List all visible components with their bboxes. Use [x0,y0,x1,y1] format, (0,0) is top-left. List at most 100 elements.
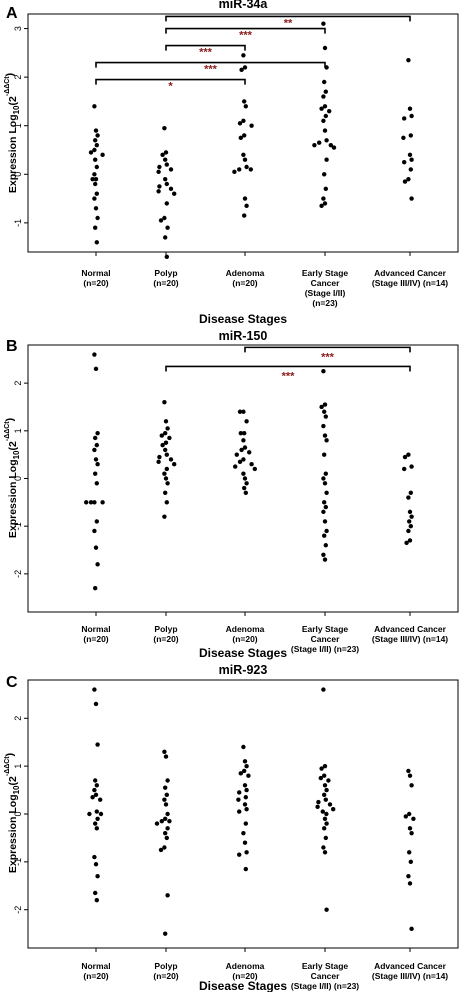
data-point [93,778,98,783]
data-point [407,881,413,886]
category-label: Cancer [311,634,341,644]
data-point [244,419,249,424]
data-point [243,821,248,826]
data-point [242,99,247,104]
data-point [163,440,169,445]
data-point [236,797,241,802]
data-point [322,792,327,798]
data-point [162,797,167,802]
y-axis-title-part: (2 [7,96,19,105]
data-point [90,795,95,800]
category-label: Polyp [154,268,177,278]
data-point [167,818,172,824]
data-point [321,423,326,429]
data-point [243,104,248,109]
data-point [232,169,237,175]
data-point [165,778,170,783]
data-point [247,450,252,455]
data-point [249,123,254,128]
data-point [92,196,97,201]
data-point [154,821,160,826]
category-label: (Stage III/IV) (n=14) [372,971,448,981]
data-point [165,811,170,817]
data-point [93,225,98,230]
data-point [160,152,165,158]
data-point [163,157,168,162]
data-point [157,164,162,170]
category-label: Early Stage [302,961,349,971]
chart-title: miR-923 [219,663,268,677]
y-axis-title: Expression Log10(2-ΔΔCt) [4,73,21,193]
significance-bracket [165,44,246,51]
data-point [165,826,170,831]
data-point [92,352,97,357]
data-point [164,835,169,841]
significance-label: *** [239,30,253,42]
data-point [162,845,167,850]
data-point [94,191,100,196]
data-point [165,225,170,230]
category-label: (Stage I/II) (n=23) [291,981,359,991]
data-point [406,528,411,534]
data-point [100,500,105,505]
data-point [327,802,333,807]
data-point [241,409,246,414]
data-point [408,523,413,529]
plot-frame [27,679,459,949]
x-axis-title: Disease Stages [199,312,287,326]
chart-title: miR-34a [219,0,269,11]
data-point [92,687,97,692]
significance-label: *** [204,64,218,76]
y-tick-label: -2 [13,906,23,914]
y-tick-label: 3 [13,26,23,31]
data-point [322,763,328,769]
data-point [317,140,322,145]
data-point [168,167,174,172]
data-point [237,852,242,857]
category-label: Cancer [311,971,341,981]
data-point [162,400,167,405]
data-point [244,807,249,812]
data-point [244,763,249,769]
data-point [318,775,323,781]
y-axis-title-part: Expression Log [7,459,19,538]
data-point [406,57,411,63]
data-point [156,189,161,194]
data-point [408,167,413,172]
data-point [164,466,169,472]
data-point [323,543,328,548]
y-tick-label: -1 [13,522,23,530]
data-point [94,826,100,831]
data-point [93,701,99,707]
data-point [157,454,162,460]
y-tick-label: 2 [13,381,23,386]
data-point [322,783,328,788]
data-point [165,426,170,431]
y-tick-label: -1 [13,219,23,227]
data-point [163,447,168,453]
data-point [162,215,167,221]
data-point [407,811,412,817]
data-point [324,490,329,496]
data-point [322,452,327,457]
data-point [322,519,328,524]
data-point [93,181,98,187]
chart-title: miR-150 [219,329,268,343]
data-point [95,816,100,821]
data-point [93,176,99,182]
data-point [244,164,249,170]
data-point [90,176,95,182]
data-point [409,157,414,162]
data-point [244,787,249,793]
data-point [409,113,414,119]
data-point [241,830,246,836]
category-label: (n=20) [153,634,178,644]
data-point [324,787,329,793]
data-point [237,790,242,795]
category-label: Adenoma [226,961,265,971]
data-point [326,778,331,783]
category-label: Advanced Cancer [374,961,446,971]
data-point [411,816,416,821]
data-point [239,67,244,73]
significance-bracket [95,61,326,68]
